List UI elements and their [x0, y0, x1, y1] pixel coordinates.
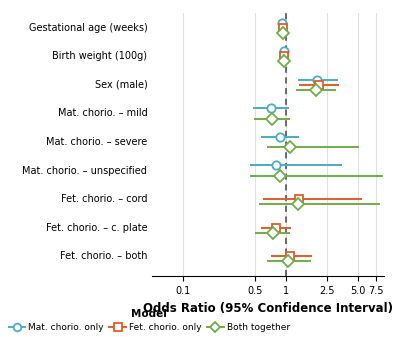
Text: Fet. chorio. – cord: Fet. chorio. – cord [61, 194, 147, 204]
Text: Gestational age (weeks): Gestational age (weeks) [29, 23, 147, 33]
Legend: Mat. chorio. only, Fet. chorio. only, Both together: Mat. chorio. only, Fet. chorio. only, Bo… [8, 309, 290, 333]
Text: Birth weight (100g): Birth weight (100g) [52, 51, 147, 61]
Text: Mat. chorio. – unspecified: Mat. chorio. – unspecified [22, 165, 147, 176]
Text: Sex (male): Sex (male) [95, 80, 147, 90]
Text: Mat. chorio. – severe: Mat. chorio. – severe [46, 137, 147, 147]
Text: Fet. chorio. – both: Fet. chorio. – both [60, 251, 147, 261]
X-axis label: Odds Ratio (95% Confidence Interval): Odds Ratio (95% Confidence Interval) [143, 302, 393, 315]
Text: Mat. chorio. – mild: Mat. chorio. – mild [58, 109, 147, 119]
Text: Fet. chorio. – c. plate: Fet. chorio. – c. plate [46, 223, 147, 233]
